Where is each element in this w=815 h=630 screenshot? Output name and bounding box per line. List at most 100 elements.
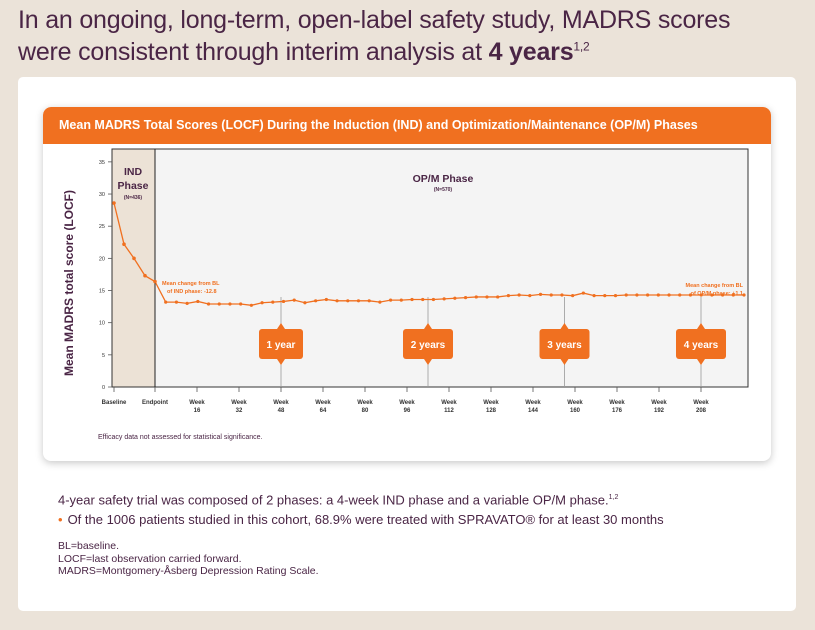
- headline-line-2-text: were consistent through interim analysis…: [18, 38, 489, 66]
- x-tick-label: Week: [693, 400, 709, 406]
- x-tick-label: Week: [567, 400, 583, 406]
- x-tick-label: Week: [315, 400, 331, 406]
- milestone-badge: [259, 329, 303, 359]
- body-bullet: • Of the 1006 patients studied in this co…: [58, 510, 664, 530]
- opm-data-point: [528, 294, 532, 298]
- y-tick-label: 0: [102, 385, 105, 391]
- body-bullet-text: Of the 1006 patients studied in this coh…: [67, 512, 664, 528]
- opm-data-point: [367, 299, 371, 303]
- opm-data-point: [603, 294, 607, 298]
- opm-data-point: [271, 300, 275, 304]
- opm-data-point: [613, 294, 618, 298]
- milestone-badge-pointer-bottom: [277, 359, 285, 365]
- x-tick-label: 32: [236, 408, 243, 414]
- footnote-bl: BL=baseline.: [58, 540, 120, 552]
- headline-bold: 4 years: [488, 38, 574, 66]
- x-tick-label: 48: [278, 408, 285, 414]
- y-tick-label: 10: [99, 321, 105, 327]
- opm-data-point: [731, 293, 735, 297]
- annotation-ind-line1: Mean change from BL: [162, 281, 220, 287]
- y-tick-label: 20: [99, 256, 105, 262]
- footnote-madrs: MADRS=Montgomery-Åsberg Depression Ratin…: [58, 565, 319, 577]
- opm-data-point: [667, 293, 671, 297]
- x-tick-label: 192: [654, 408, 665, 414]
- opm-data-point: [688, 293, 693, 297]
- opm-data-point: [710, 293, 714, 297]
- milestone-badge: [539, 329, 590, 359]
- milestone-label: 4 years: [684, 340, 719, 351]
- opm-data-point: [228, 302, 232, 306]
- y-tick-label: 15: [99, 289, 105, 295]
- opm-data-point: [281, 299, 286, 304]
- ind-data-point: [132, 256, 136, 261]
- x-tick-label: Week: [525, 400, 541, 406]
- opm-data-point: [506, 294, 510, 298]
- opm-phase-n: (N=570): [434, 187, 453, 193]
- x-tick-label: 144: [528, 408, 539, 414]
- x-tick-label: 176: [612, 408, 623, 414]
- headline-line-1: In an ongoing, long-term, open-label saf…: [18, 6, 731, 34]
- opm-data-point: [346, 299, 350, 303]
- y-axis-label: Mean MADRS total score (LOCF): [62, 190, 76, 376]
- opm-data-point: [549, 293, 553, 297]
- milestone-badge-pointer-bottom: [697, 359, 705, 365]
- y-tick-label: 30: [99, 192, 105, 198]
- opm-data-point: [174, 300, 179, 304]
- opm-data-point: [517, 293, 521, 297]
- annotation-opm-line2: of OP/M phase: +1.1: [691, 291, 743, 297]
- headline: In an ongoing, long-term, open-label saf…: [18, 4, 808, 68]
- ind-phase-label-line1: IND: [124, 166, 143, 178]
- y-tick-label: 35: [99, 160, 105, 166]
- chart-title: Mean MADRS Total Scores (LOCF) During th…: [43, 107, 771, 144]
- body-line-1-text: 4-year safety trial was composed of 2 ph…: [58, 492, 609, 508]
- x-tick-label: Baseline: [102, 400, 127, 406]
- body-text: 4-year safety trial was composed of 2 ph…: [58, 488, 664, 530]
- opm-data-point: [378, 300, 382, 304]
- x-tick-label: 80: [362, 408, 369, 414]
- y-tick-label: 5: [102, 353, 105, 359]
- x-tick-label: 16: [194, 408, 201, 414]
- body-line-1-superscript: 1,2: [608, 494, 619, 501]
- opm-data-point: [742, 293, 746, 297]
- chart-plot: 0 5 10 15 20 25 30 35 Mean MADRS total score (LO…: [62, 148, 749, 441]
- x-tick-label: Week: [441, 400, 457, 406]
- milestone-badge-pointer-top: [424, 323, 432, 329]
- milestone-badge-pointer-bottom: [424, 359, 432, 365]
- x-tick-label: Week: [189, 400, 205, 406]
- opm-data-point: [389, 298, 393, 302]
- headline-superscript: 1,2: [573, 39, 590, 54]
- footnotes: BL=baseline. LOCF=last observation carri…: [58, 540, 319, 578]
- milestone-badge: [403, 329, 453, 359]
- x-tick-label: Week: [609, 400, 625, 406]
- x-tick-label: 160: [570, 408, 581, 414]
- opm-data-point: [699, 293, 703, 297]
- opm-data-point: [356, 299, 361, 303]
- bullet-icon: •: [58, 512, 63, 528]
- milestone-badge-pointer-top: [697, 323, 705, 329]
- opm-data-point: [164, 300, 168, 304]
- opm-series-line: [154, 281, 744, 306]
- opm-data-point: [678, 293, 682, 297]
- annotation-ind-line2: of IND phase: -12.8: [167, 289, 217, 295]
- opm-data-point: [496, 295, 500, 299]
- footnote-locf: LOCF=last observation carried forward.: [58, 552, 242, 565]
- opm-data-point: [463, 295, 468, 300]
- opm-data-point: [571, 294, 575, 298]
- milestone-badge-pointer-top: [277, 323, 285, 329]
- opm-data-point: [581, 291, 585, 295]
- x-tick-label: 64: [320, 408, 327, 414]
- x-tick-label: 112: [444, 408, 454, 414]
- opm-data-point: [185, 301, 189, 305]
- opm-data-point: [324, 297, 328, 302]
- x-tick-label: 208: [696, 408, 707, 414]
- opm-data-point: [646, 293, 650, 297]
- opm-data-point: [196, 299, 200, 304]
- ind-phase-n: (N=436): [124, 195, 143, 201]
- x-tick-label: Week: [231, 400, 247, 406]
- opm-data-point: [239, 302, 243, 306]
- opm-data-point: [538, 292, 543, 296]
- opm-data-point: [314, 299, 318, 303]
- opm-phase-label: OP/M Phase: [413, 173, 474, 185]
- chart-footnote: Efficacy data not assessed for statistic…: [98, 434, 263, 441]
- opm-data-point: [217, 302, 221, 306]
